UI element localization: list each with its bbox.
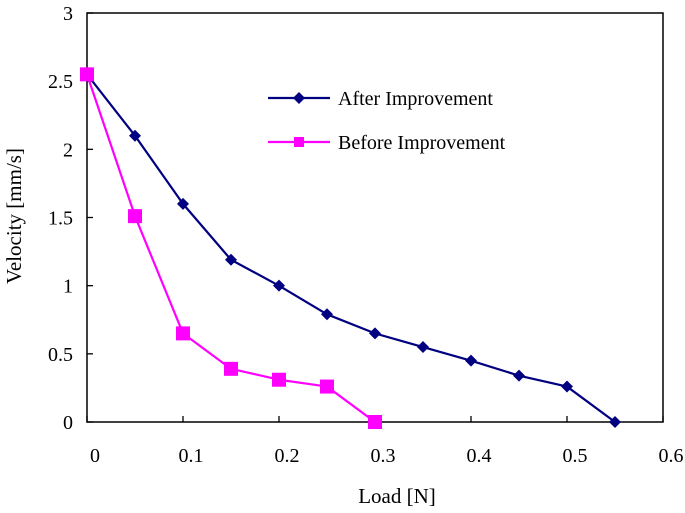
- legend-marker-square: [294, 137, 304, 147]
- series-layer: [80, 67, 621, 429]
- legend-item-after: After Improvement: [268, 88, 493, 110]
- data-point-before-improvement: [320, 379, 334, 394]
- data-point-before-improvement: [176, 326, 190, 341]
- data-point-after-improvement: [369, 327, 381, 340]
- y-axis-title: Velocity [mm/s]: [2, 148, 26, 284]
- legend: After Improvement Before Improvement: [268, 88, 506, 154]
- x-axis: 0 0.1 0.2 0.3 0.4 0.5 0.6: [86, 416, 684, 467]
- y-axis: 0 0.5 1 1.5 2 2.5 3: [48, 3, 93, 434]
- y-tick-label: 1.5: [48, 208, 73, 230]
- x-tick-label: 0: [90, 445, 100, 467]
- data-point-after-improvement: [177, 197, 189, 210]
- y-tick-label: 2.5: [48, 71, 73, 93]
- x-tick-label: 0.4: [467, 445, 492, 467]
- x-tick-label: 0.6: [659, 445, 684, 467]
- data-point-before-improvement: [272, 372, 286, 387]
- data-point-after-improvement: [273, 279, 285, 292]
- legend-marker-diamond: [293, 92, 305, 104]
- x-axis-title: Load [N]: [358, 484, 436, 508]
- x-tick-label: 0.5: [563, 445, 588, 467]
- data-point-before-improvement: [368, 415, 382, 429]
- data-point-before-improvement: [224, 361, 238, 376]
- plot-area: [86, 12, 664, 423]
- x-tick-label: 0.2: [275, 445, 300, 467]
- y-tick-label: 3: [63, 3, 73, 25]
- y-tick-label: 2: [63, 139, 73, 161]
- x-tick-label: 0.3: [371, 445, 396, 467]
- data-point-after-improvement: [321, 308, 333, 321]
- data-point-before-improvement: [128, 209, 142, 224]
- legend-item-before: Before Improvement: [268, 132, 506, 154]
- x-tick-label: 0.1: [179, 445, 204, 467]
- legend-label-after: After Improvement: [338, 88, 493, 110]
- data-point-after-improvement: [561, 380, 573, 393]
- data-point-after-improvement: [129, 129, 141, 142]
- legend-label-before: Before Improvement: [338, 132, 506, 154]
- data-point-after-improvement: [513, 369, 525, 382]
- y-tick-label: 1: [63, 276, 73, 298]
- series-line-after-improvement: [86, 73, 616, 423]
- data-point-after-improvement: [465, 354, 477, 367]
- y-tick-label: 0.5: [48, 344, 73, 366]
- y-tick-label: 0: [63, 412, 73, 434]
- data-point-before-improvement: [80, 67, 94, 82]
- data-point-after-improvement: [225, 253, 237, 266]
- data-point-after-improvement: [417, 341, 429, 354]
- data-point-after-improvement: [609, 416, 621, 428]
